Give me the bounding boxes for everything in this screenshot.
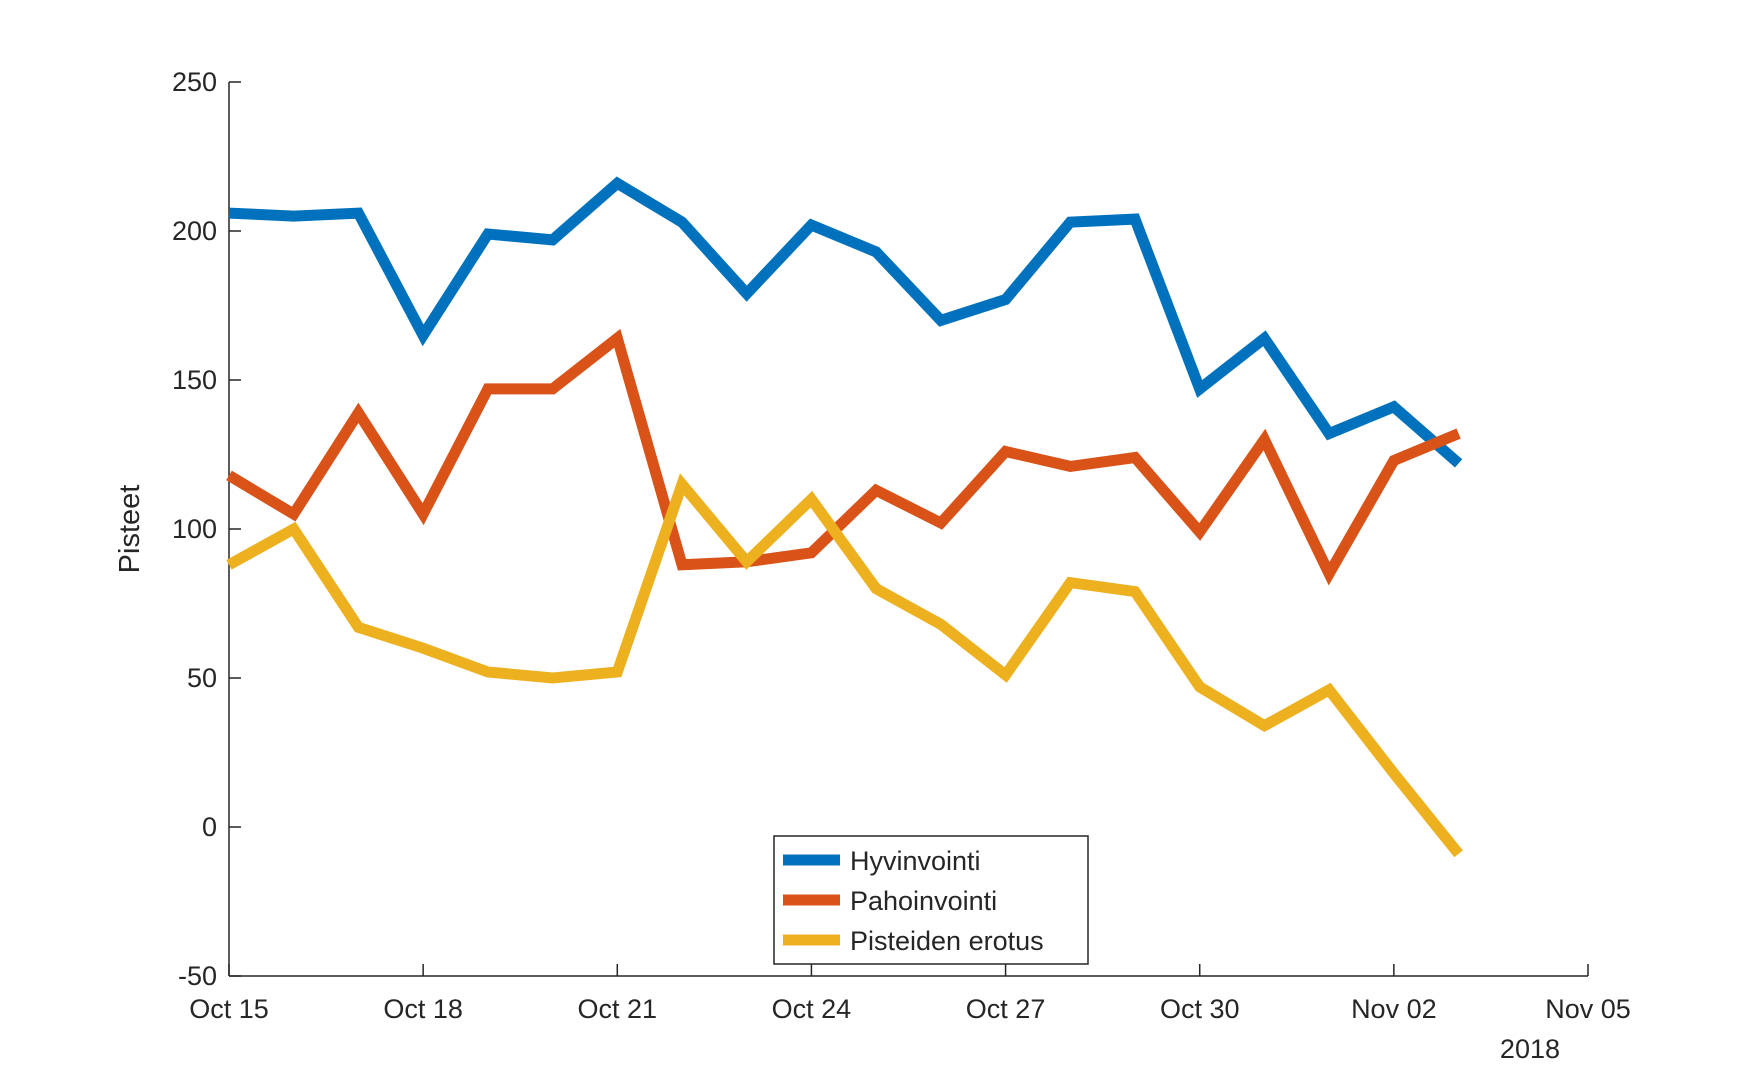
y-tick-label: 250: [172, 67, 217, 97]
y-tick-label: -50: [178, 961, 217, 991]
legend-entry-label: Pahoinvointi: [850, 886, 997, 916]
x-tick-label: Oct 21: [578, 994, 658, 1024]
legend-entry-label: Hyvinvointi: [850, 846, 981, 876]
y-tick-label: 200: [172, 216, 217, 246]
y-axis-title: Pisteet: [114, 485, 146, 574]
series-lines: [226, 176, 1463, 858]
y-tick-label: 0: [202, 812, 217, 842]
y-tick-label: 50: [187, 663, 217, 693]
y-tick-label: 100: [172, 514, 217, 544]
x-tick-label: Oct 18: [383, 994, 463, 1024]
series-line-1: [228, 176, 1463, 468]
x-tick-label: Oct 15: [189, 994, 269, 1024]
legend: Hyvinvointi Pahoinvointi Pisteiden erotus: [773, 835, 1089, 965]
series-line-2: [226, 328, 1461, 586]
x-tick-label: Nov 05: [1545, 994, 1631, 1024]
x-axis-year-label: 2018: [1500, 1034, 1560, 1064]
y-tick-label: 150: [172, 365, 217, 395]
x-tick-label: Nov 02: [1351, 994, 1437, 1024]
x-tick-label: Oct 27: [966, 994, 1046, 1024]
x-tick-label: Oct 30: [1160, 994, 1240, 1024]
axes: -50 0 50 100 150 200 250 Oct 15 Oct 18 Oct 21 Oct …: [172, 67, 1631, 1024]
x-tick-label: Oct 24: [772, 994, 852, 1024]
series-line-3: [226, 473, 1463, 858]
legend-entry-label: Pisteiden erotus: [850, 926, 1044, 956]
